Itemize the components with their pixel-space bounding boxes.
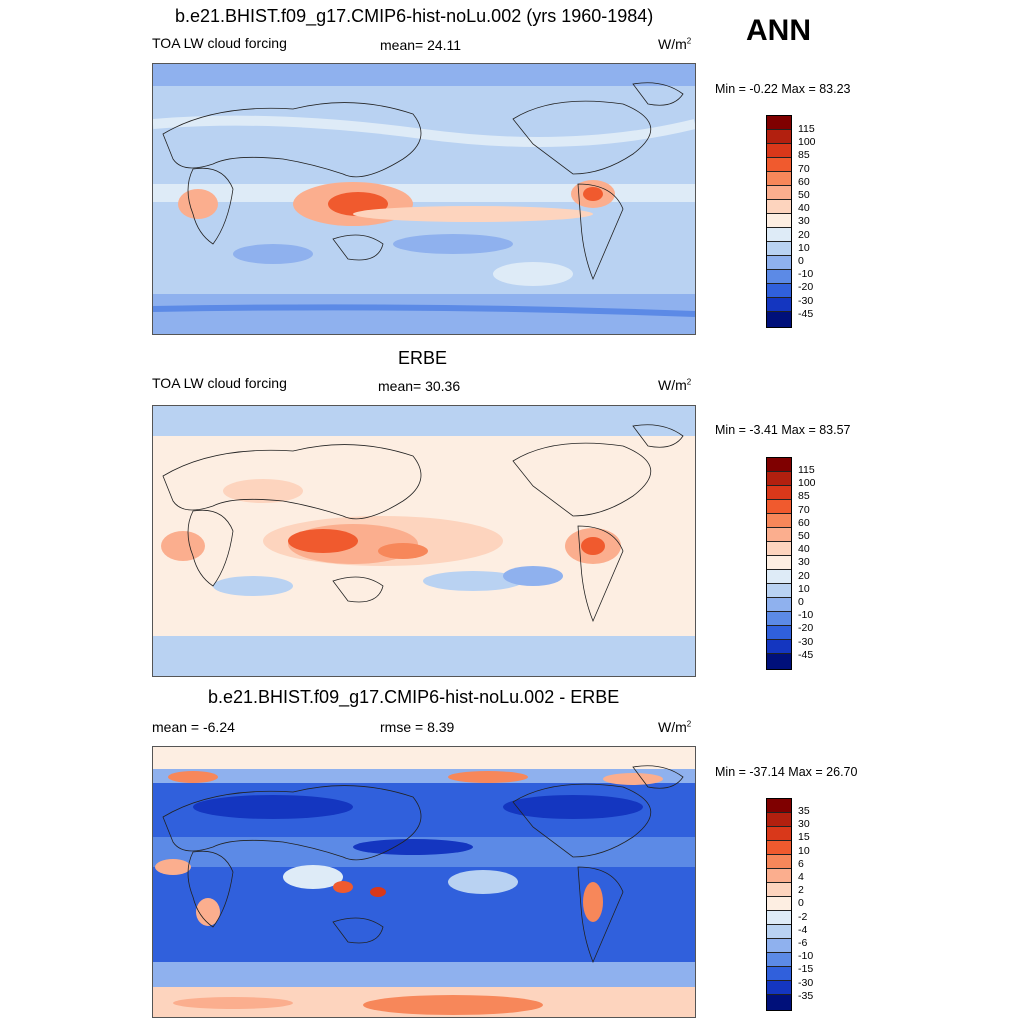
panel1-title: b.e21.BHIST.f09_g17.CMIP6-hist-noLu.002 … — [175, 6, 654, 26]
tick: -45 — [798, 307, 814, 320]
panel1-colorbar — [766, 115, 792, 328]
tick: -2 — [798, 910, 808, 923]
tick: 0 — [798, 255, 804, 267]
tick: 85 — [798, 149, 810, 162]
tick: 70 — [798, 162, 810, 175]
tick: 6 — [798, 857, 804, 870]
tick: 115 — [798, 123, 815, 135]
tick: -30 — [798, 976, 814, 989]
tick: 50 — [798, 189, 810, 201]
tick: 115 — [798, 464, 815, 476]
tick: 30 — [798, 818, 810, 831]
tick: 0 — [798, 596, 804, 608]
tick: 10 — [798, 582, 810, 595]
tick: 4 — [798, 871, 804, 883]
panel1-units: W/m2 — [658, 36, 692, 52]
panel2-colorbar — [766, 457, 792, 670]
tick: 70 — [798, 503, 810, 516]
tick: -10 — [798, 268, 814, 281]
tick: 20 — [798, 569, 810, 582]
panel3-rmse-label: rmse = 8.39 — [380, 719, 455, 735]
tick: 35 — [798, 805, 810, 817]
panel2-map — [152, 405, 696, 677]
panel3-units: W/m2 — [658, 719, 692, 735]
panel1-map — [152, 63, 696, 335]
tick: -15 — [798, 963, 814, 976]
tick: 40 — [798, 202, 810, 215]
tick: -30 — [798, 635, 814, 648]
panel2-title: ERBE — [398, 348, 448, 368]
tick: 85 — [798, 490, 810, 503]
tick: 20 — [798, 228, 810, 241]
panel2-mean-label: mean= 30.36 — [378, 378, 461, 394]
panel3-map — [152, 746, 696, 1018]
tick: -6 — [798, 937, 808, 949]
tick: 10 — [798, 844, 810, 857]
tick: 30 — [798, 556, 810, 569]
tick: -4 — [798, 923, 808, 936]
tick: -10 — [798, 950, 814, 963]
panel1-mean-label: mean= 24.11 — [380, 37, 462, 53]
tick: -30 — [798, 294, 814, 307]
panel3-mean-label: mean = -6.24 — [152, 719, 235, 735]
panel2-minmax: Min = -3.41 Max = 83.57 — [715, 423, 851, 437]
tick: 0 — [798, 897, 804, 910]
panel2-variable-label: TOA LW cloud forcing — [152, 375, 287, 391]
tick: 50 — [798, 530, 810, 542]
panel1-variable-label: TOA LW cloud forcing — [152, 35, 287, 51]
tick: 60 — [798, 516, 810, 529]
tick: -10 — [798, 609, 814, 622]
tick: -20 — [798, 281, 814, 294]
panel3-colorbar — [766, 798, 792, 1011]
tick: -35 — [798, 989, 814, 1002]
panel3-minmax: Min = -37.14 Max = 26.70 — [715, 765, 858, 779]
tick: 100 — [798, 136, 816, 149]
tick: 100 — [798, 477, 816, 490]
tick: 60 — [798, 175, 810, 188]
tick: -45 — [798, 648, 814, 661]
tick: 15 — [798, 831, 810, 844]
season-label: ANN — [746, 14, 811, 47]
tick: 10 — [798, 241, 810, 254]
panel3-title: b.e21.BHIST.f09_g17.CMIP6-hist-noLu.002 … — [208, 687, 620, 707]
tick: 30 — [798, 215, 810, 228]
tick: 2 — [798, 884, 804, 897]
tick: -20 — [798, 622, 814, 635]
tick: 40 — [798, 543, 810, 556]
panel2-units: W/m2 — [658, 377, 692, 393]
panel1-minmax: Min = -0.22 Max = 83.23 — [715, 82, 851, 96]
